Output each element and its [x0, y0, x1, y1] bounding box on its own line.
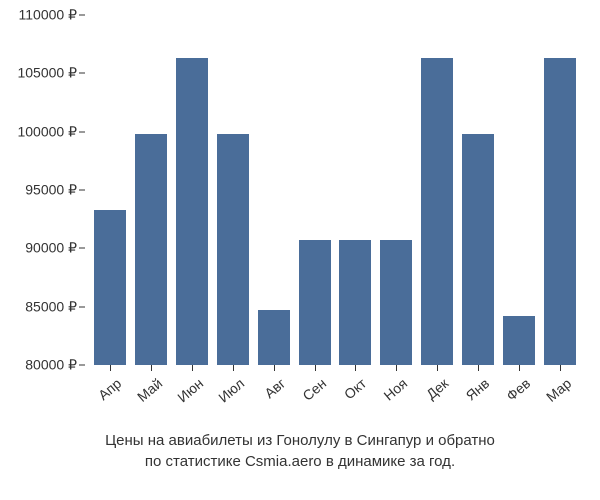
x-tick-mark [396, 365, 397, 371]
x-tick-label: Окт [341, 375, 369, 402]
chart-plot-area [90, 15, 580, 365]
bar [217, 134, 249, 365]
caption-line-1: Цены на авиабилеты из Гонолулу в Сингапу… [20, 430, 580, 451]
x-tick-label: Дек [423, 375, 451, 402]
bar [258, 310, 290, 365]
bar [380, 240, 412, 365]
x-tick-label: Июл [215, 375, 247, 406]
bars-container [90, 15, 580, 365]
x-tick-label: Фев [503, 375, 533, 404]
x-tick-label: Июн [174, 375, 206, 405]
y-tick-label: 80000 ₽ [25, 357, 77, 374]
y-tick-mark [79, 365, 85, 366]
x-tick-mark [110, 365, 111, 371]
bar [339, 240, 371, 365]
bar [299, 240, 331, 365]
x-tick-mark [560, 365, 561, 371]
y-tick-mark [79, 15, 85, 16]
x-tick-mark [192, 365, 193, 371]
y-tick-label: 90000 ₽ [25, 240, 77, 257]
x-tick-mark [151, 365, 152, 371]
x-tick-mark [478, 365, 479, 371]
x-tick-mark [233, 365, 234, 371]
x-tick-label: Ноя [381, 375, 411, 404]
x-axis: Апр Май Июн Июл Авг Сен Окт Ноя Дек Янв Фев Мар [90, 370, 580, 420]
x-tick-label: Мар [543, 375, 574, 405]
bar [176, 58, 208, 365]
y-tick-mark [79, 248, 85, 249]
y-tick-label: 110000 ₽ [19, 7, 77, 24]
y-axis: 80000 ₽85000 ₽90000 ₽95000 ₽100000 ₽1050… [0, 15, 85, 365]
bar [462, 134, 494, 365]
y-tick-label: 85000 ₽ [25, 298, 77, 315]
x-tick-label: Сен [299, 375, 329, 404]
y-tick-mark [79, 131, 85, 132]
bar [135, 134, 167, 365]
y-tick-label: 95000 ₽ [25, 182, 77, 199]
x-tick-label: Янв [463, 375, 493, 404]
x-tick-mark [355, 365, 356, 371]
chart-caption: Цены на авиабилеты из Гонолулу в Сингапу… [0, 430, 600, 472]
bar [503, 316, 535, 365]
y-tick-mark [79, 73, 85, 74]
x-tick-mark [274, 365, 275, 371]
x-tick-label: Май [134, 375, 165, 405]
x-tick-label: Авг [261, 375, 288, 401]
x-tick-mark [519, 365, 520, 371]
bar [544, 58, 576, 365]
y-tick-label: 105000 ₽ [17, 65, 77, 82]
x-tick-label: Апр [95, 375, 124, 403]
x-tick-mark [315, 365, 316, 371]
bar [94, 210, 126, 365]
bar [421, 58, 453, 365]
y-tick-mark [79, 306, 85, 307]
y-tick-mark [79, 190, 85, 191]
caption-line-2: по статистике Csmia.aero в динамике за г… [20, 451, 580, 472]
x-tick-mark [437, 365, 438, 371]
y-tick-label: 100000 ₽ [17, 123, 77, 140]
